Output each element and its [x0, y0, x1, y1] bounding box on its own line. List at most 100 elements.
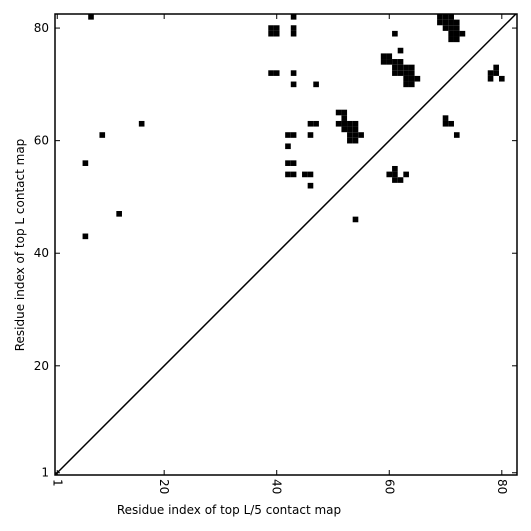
contact-point: [82, 160, 89, 166]
contact-point: [448, 120, 454, 127]
contact-point: [347, 132, 353, 138]
contact-point: [268, 30, 274, 37]
contact-point: [403, 70, 409, 76]
contact-point: [335, 109, 342, 116]
contact-point: [453, 30, 460, 37]
contact-point: [341, 126, 348, 133]
contact-point: [448, 30, 454, 37]
contact-point: [341, 115, 348, 121]
contact-point: [290, 25, 297, 31]
contact-point: [392, 64, 398, 71]
contact-point: [290, 132, 297, 138]
contact-point: [335, 120, 342, 127]
diagonal: [54, 13, 517, 476]
contact-point: [268, 70, 274, 76]
contact-point: [352, 126, 359, 133]
x-tick-label: 20: [157, 479, 171, 494]
x-tick-label: 1: [50, 479, 64, 487]
contact-point: [290, 70, 297, 76]
contact-point: [352, 132, 359, 138]
contact-point: [498, 75, 505, 82]
contact-point: [408, 75, 415, 82]
contact-point: [99, 132, 106, 138]
contact-point: [392, 70, 398, 76]
contact-point: [437, 14, 443, 20]
contact-point: [290, 30, 297, 37]
contact-point: [448, 19, 454, 26]
contact-point: [397, 70, 404, 76]
contact-point: [285, 160, 291, 166]
contact-point: [403, 75, 409, 82]
contact-point: [341, 109, 348, 116]
contact-point: [285, 143, 291, 150]
contact-point: [442, 25, 449, 31]
contact-point: [116, 211, 122, 217]
contact-point: [290, 81, 297, 88]
contact-point: [82, 233, 89, 240]
contact-point: [442, 115, 449, 121]
contact-point: [442, 120, 449, 127]
x-axis-label: Residue index of top L/5 contact map: [117, 503, 341, 517]
contact-point: [493, 64, 499, 71]
x-tick-label: 60: [382, 479, 396, 494]
y-tick-label: 60: [34, 134, 49, 148]
contact-point: [442, 14, 449, 20]
contact-point: [448, 36, 454, 43]
contact-point: [347, 120, 353, 127]
contact-point: [352, 120, 359, 127]
contact-point: [397, 177, 404, 183]
contact-point: [307, 132, 314, 138]
contact-point: [313, 81, 319, 88]
contact-point: [290, 171, 297, 178]
contact-point: [392, 171, 398, 178]
contact-point: [493, 70, 499, 76]
x-tick-label: 80: [495, 479, 509, 494]
contact-point: [358, 132, 364, 138]
y-tick-label: 80: [34, 21, 49, 35]
contact-point: [273, 30, 280, 37]
y-tick-label: 20: [34, 359, 49, 373]
contact-point: [487, 75, 494, 82]
contact-point: [397, 47, 404, 54]
contact-point: [403, 81, 409, 88]
contact-point: [352, 137, 359, 144]
x-tick-label: 40: [270, 479, 284, 494]
contact-point: [380, 59, 387, 65]
contact-point: [408, 70, 415, 76]
contact-point: [88, 14, 94, 20]
contact-point: [453, 36, 460, 43]
contact-point: [437, 19, 443, 26]
contact-point: [307, 171, 314, 178]
contact-point: [397, 59, 404, 65]
contact-point: [453, 132, 460, 138]
contact-point: [386, 171, 393, 178]
contact-point: [273, 70, 280, 76]
contact-point: [448, 25, 454, 31]
contact-point: [268, 25, 274, 31]
y-axis-label: Residue index of top L contact map: [13, 139, 27, 352]
contact-point: [352, 216, 359, 223]
contact-point: [347, 126, 353, 133]
contact-point: [285, 171, 291, 178]
contact-point: [448, 14, 454, 20]
contact-point: [290, 14, 297, 20]
contact-point: [403, 64, 409, 71]
contact-point: [397, 64, 404, 71]
contact-point: [302, 171, 308, 178]
contact-point: [386, 59, 393, 65]
contact-point: [392, 59, 398, 65]
contact-point: [285, 132, 291, 138]
contact-point: [392, 177, 398, 183]
contact-point: [273, 25, 280, 31]
contact-point: [403, 171, 409, 178]
contact-point: [386, 53, 393, 60]
contact-point: [408, 81, 415, 88]
contact-point: [290, 160, 297, 166]
y-tick-label: 40: [34, 246, 49, 260]
contact-point: [380, 53, 387, 60]
y-tick-label: 1: [41, 466, 49, 480]
contact-point: [307, 120, 314, 127]
contact-point: [408, 64, 415, 71]
